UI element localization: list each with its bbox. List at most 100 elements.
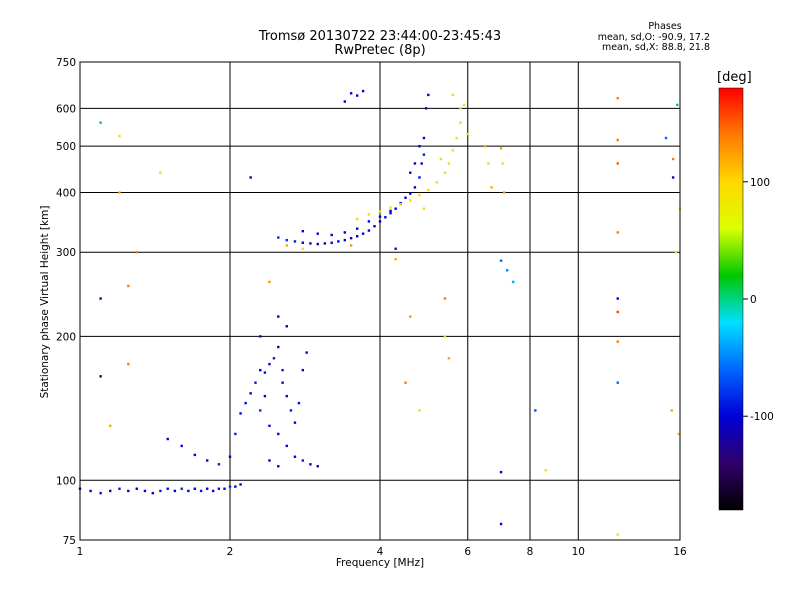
- data-point: [249, 176, 252, 179]
- data-point: [616, 96, 619, 100]
- data-point: [422, 153, 426, 156]
- data-point: [544, 468, 547, 472]
- phase-statistics-x-line: mean, sd,X: 88.8, 21.8: [601, 42, 710, 53]
- data-point: [127, 362, 130, 366]
- data-point: [277, 465, 280, 468]
- data-point: [249, 392, 252, 395]
- y-tick-label: 300: [56, 247, 76, 259]
- data-point: [422, 136, 426, 140]
- data-point: [305, 351, 308, 354]
- data-point: [268, 280, 271, 284]
- data-point: [272, 357, 276, 360]
- data-point: [285, 325, 288, 328]
- y-tick-label: 750: [56, 57, 76, 69]
- data-point: [616, 162, 619, 165]
- data-point: [99, 491, 102, 495]
- data-point: [166, 487, 169, 490]
- data-points: [78, 89, 682, 536]
- data-point: [151, 491, 155, 495]
- data-point: [127, 489, 130, 493]
- data-point: [424, 107, 428, 110]
- data-point: [409, 315, 412, 318]
- data-point: [301, 459, 305, 462]
- data-point: [263, 394, 267, 398]
- data-point: [205, 487, 209, 490]
- data-point: [285, 238, 288, 242]
- data-point: [674, 251, 678, 254]
- data-point: [409, 192, 412, 195]
- data-point: [277, 345, 280, 349]
- data-point: [378, 210, 382, 213]
- data-point: [193, 453, 197, 457]
- data-point: [511, 280, 515, 284]
- data-point: [616, 340, 619, 343]
- data-point: [293, 455, 297, 458]
- x-axis-label: Frequency [MHz]: [335, 557, 425, 569]
- data-point: [670, 409, 673, 412]
- data-point: [234, 485, 237, 488]
- data-point: [443, 335, 447, 338]
- data-point: [99, 297, 102, 300]
- data-point: [616, 297, 619, 300]
- data-point: [268, 459, 271, 462]
- data-point: [281, 368, 284, 372]
- grid-lines: [80, 62, 680, 540]
- data-point: [443, 297, 447, 300]
- y-tick-label: 100: [56, 475, 76, 487]
- y-tick-label: 600: [56, 103, 76, 115]
- data-point: [349, 236, 353, 240]
- data-point: [217, 487, 221, 490]
- data-point: [399, 203, 402, 206]
- data-point: [228, 455, 232, 458]
- data-point: [616, 231, 619, 234]
- data-point: [420, 162, 423, 165]
- data-point: [664, 136, 668, 140]
- data-point: [228, 485, 232, 488]
- data-point: [316, 465, 319, 468]
- data-point: [413, 186, 417, 189]
- plot-frame: [79, 61, 681, 541]
- data-point: [99, 375, 102, 378]
- data-point: [616, 310, 619, 314]
- colorbar-label: [deg]: [717, 70, 752, 85]
- y-tick-label: 75: [63, 535, 76, 547]
- data-point: [499, 522, 503, 526]
- data-point: [89, 489, 92, 493]
- data-point: [118, 134, 121, 138]
- data-point: [301, 247, 305, 250]
- x-tick-label: 2: [227, 546, 234, 558]
- data-point: [378, 220, 382, 223]
- data-point: [217, 463, 221, 466]
- data-point: [355, 94, 359, 97]
- y-axis-ticks: 75 100 200 300 400 500 600 750: [56, 57, 76, 547]
- colorbar: [718, 87, 744, 511]
- data-point: [330, 233, 333, 237]
- data-point: [135, 251, 138, 254]
- data-point: [234, 432, 237, 436]
- data-point: [301, 241, 305, 244]
- data-point: [254, 381, 257, 384]
- data-point: [281, 381, 284, 384]
- data-point: [367, 213, 371, 216]
- data-point: [439, 157, 443, 161]
- data-point: [455, 136, 458, 140]
- data-point: [293, 421, 297, 424]
- data-point: [118, 191, 121, 194]
- data-point: [384, 216, 387, 219]
- x-axis-ticks: 1 2 4 6 8 10 16: [77, 546, 687, 558]
- data-point: [499, 259, 503, 262]
- data-point: [297, 401, 301, 405]
- data-point: [418, 176, 421, 179]
- x-tick-label: 8: [527, 546, 534, 558]
- data-point: [268, 362, 271, 366]
- data-point: [159, 171, 162, 174]
- data-point: [677, 432, 680, 436]
- data-point: [223, 487, 226, 490]
- data-point: [301, 229, 305, 233]
- data-point: [451, 149, 455, 152]
- data-point: [259, 368, 262, 372]
- data-point: [180, 487, 183, 490]
- data-point: [239, 483, 242, 486]
- data-point: [499, 147, 503, 150]
